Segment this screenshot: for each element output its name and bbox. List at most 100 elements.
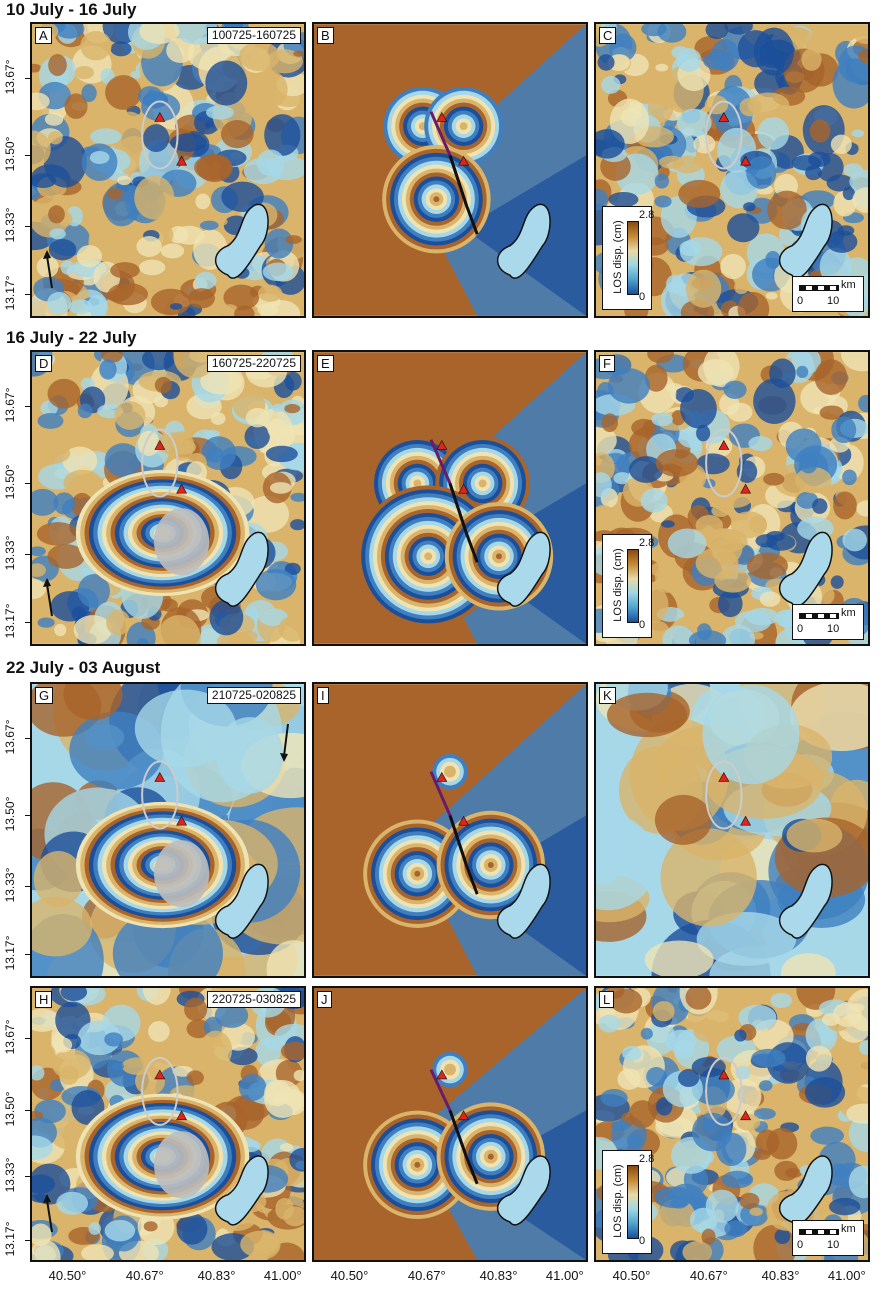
volcano-marker-icon [458, 1110, 470, 1121]
volcano-marker-icon [718, 1069, 730, 1080]
panel-letter: L [599, 991, 615, 1008]
latitude-label: 13.17° [3, 275, 17, 311]
longitude-label: 40.50° [48, 1268, 87, 1283]
latitude-tick [25, 483, 30, 485]
flight-direction-arrow-icon [278, 722, 294, 767]
panel-i: I [312, 682, 588, 978]
scale-zero: 0 [797, 295, 804, 307]
scale-bar-graphic [799, 613, 839, 619]
color-legend: LOS disp. (cm) 2.8 0 [602, 1150, 655, 1254]
panel-g: G 210725-020825 [30, 682, 306, 978]
scale-zero: 0 [797, 1239, 804, 1251]
volcano-marker-icon [718, 439, 730, 450]
volcano-marker-icon [740, 815, 752, 826]
interferogram-image [32, 684, 304, 976]
volcano-marker-icon [436, 439, 448, 450]
panel-letter: F [599, 355, 615, 372]
latitude-label: 13.33° [3, 867, 17, 903]
interferogram-image [314, 684, 586, 976]
scale-bar: km 0 10 [792, 276, 864, 312]
scale-bar: km 0 10 [792, 604, 864, 640]
latitude-tick [25, 1110, 30, 1112]
lake-outline [778, 863, 833, 939]
scale-bar: km 0 10 [792, 1220, 864, 1256]
volcano-marker-icon [740, 1110, 752, 1121]
lake-outline [496, 863, 551, 939]
latitude-tick [25, 886, 30, 888]
legend-max: 2.8 [639, 537, 655, 549]
colorbar [627, 221, 639, 295]
panel-l: L LOS disp. (cm) 2.8 0 km 0 10 [594, 986, 870, 1262]
legend-title: LOS disp. (cm) [612, 220, 624, 294]
scale-bar-graphic [799, 1229, 839, 1235]
panel-date-range: 160725-220725 [206, 355, 301, 372]
panel-date-range: 210725-020825 [206, 687, 301, 704]
panel-k: K [594, 682, 870, 978]
latitude-label: 13.50° [3, 464, 17, 500]
panel-a: A 100725-160725 [30, 22, 306, 318]
longitude-label: 40.83° [761, 1268, 800, 1283]
volcano-marker-icon [718, 111, 730, 122]
latitude-label: 13.17° [3, 1221, 17, 1257]
latitude-label: 13.17° [3, 935, 17, 971]
latitude-label: 13.50° [3, 136, 17, 172]
panel-h: H 220725-030825 [30, 986, 306, 1262]
latitude-label: 13.33° [3, 207, 17, 243]
legend-min: 0 [639, 291, 646, 303]
latitude-label: 13.33° [3, 1158, 17, 1193]
legend-max: 2.8 [639, 209, 655, 221]
latitude-label: 13.67° [3, 1020, 17, 1055]
lake-outline [214, 863, 269, 939]
section-title-1: 10 July - 16 July [6, 0, 137, 19]
latitude-label: 13.33° [3, 535, 17, 571]
latitude-tick [25, 1239, 30, 1241]
latitude-tick [25, 815, 30, 817]
longitude-label: 40.50° [612, 1268, 651, 1283]
scale-ten: 10 [827, 1239, 840, 1251]
volcano-marker-icon [458, 483, 470, 494]
latitude-label: 13.67° [3, 59, 17, 95]
interferogram-image [314, 352, 586, 644]
volcano-marker-icon [176, 155, 188, 166]
panel-j: J [312, 986, 588, 1262]
flight-direction-arrow-icon [42, 250, 58, 295]
scale-unit: km [841, 279, 856, 291]
volcano-marker-icon [176, 1110, 188, 1121]
panel-letter: E [317, 355, 334, 372]
panel-letter: B [317, 27, 334, 44]
longitude-label: 41.00° [263, 1268, 302, 1283]
longitude-label: 41.00° [545, 1268, 584, 1283]
volcano-marker-icon [436, 771, 448, 782]
panel-e: E [312, 350, 588, 646]
latitude-tick [25, 155, 30, 157]
longitude-label: 40.67° [689, 1268, 728, 1283]
latitude-tick [25, 954, 30, 956]
longitude-label: 40.67° [125, 1268, 164, 1283]
panel-letter: G [35, 687, 54, 704]
latitude-label: 13.50° [3, 1091, 17, 1127]
panel-letter: K [599, 687, 616, 704]
volcano-marker-icon [154, 1069, 166, 1080]
legend-title: LOS disp. (cm) [612, 1164, 624, 1238]
latitude-label: 13.50° [3, 796, 17, 832]
volcano-marker-icon [176, 815, 188, 826]
lake-outline [214, 1155, 269, 1226]
interferogram-image [32, 988, 304, 1260]
panel-date-range: 100725-160725 [206, 27, 301, 44]
lake-outline [778, 203, 833, 279]
colorbar [627, 549, 639, 623]
interferogram-image [32, 352, 304, 644]
legend-title: LOS disp. (cm) [612, 548, 624, 622]
volcano-marker-icon [176, 483, 188, 494]
latitude-tick [25, 78, 30, 80]
legend-max: 2.8 [639, 1153, 655, 1165]
volcano-marker-icon [740, 483, 752, 494]
latitude-label: 13.67° [3, 719, 17, 755]
volcano-marker-icon [436, 1069, 448, 1080]
longitude-label: 40.50° [330, 1268, 369, 1283]
lake-outline [496, 203, 551, 279]
volcano-marker-icon [154, 771, 166, 782]
volcano-marker-icon [718, 771, 730, 782]
scale-unit: km [841, 607, 856, 619]
latitude-label: 13.17° [3, 603, 17, 639]
